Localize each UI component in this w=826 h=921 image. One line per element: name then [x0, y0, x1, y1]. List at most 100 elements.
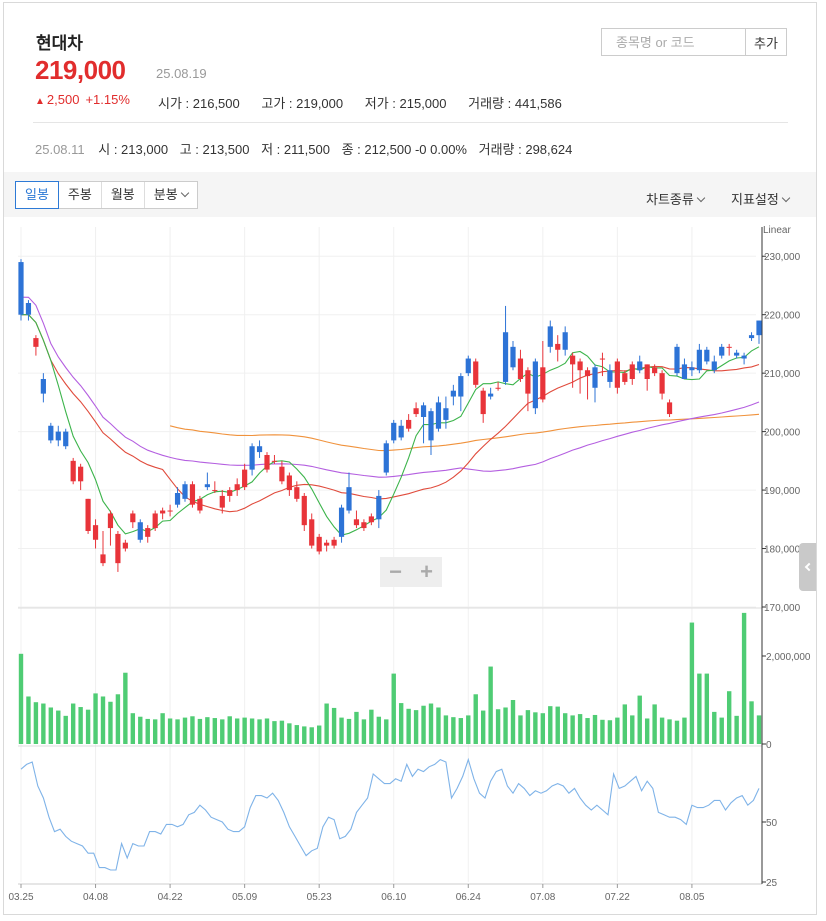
search-box: 추가 [601, 28, 787, 56]
hover-date: 25.08.11 [35, 142, 85, 157]
candle-body [696, 349, 702, 371]
candle-body [495, 387, 501, 389]
volume-bar [78, 707, 83, 744]
volume-bar [510, 700, 516, 744]
candle-body [40, 379, 46, 394]
volume-bar [324, 703, 329, 744]
ma20-line [21, 314, 760, 513]
side-panel-toggle[interactable] [799, 543, 816, 591]
quote-stats: 시가 : 216,500 고가 : 219,000 저가 : 215,000 거… [158, 93, 580, 112]
candle-body [525, 370, 531, 394]
candle-body [331, 539, 337, 546]
indicator-dropdown[interactable]: 지표설정 [731, 189, 791, 208]
candle-body [689, 367, 695, 371]
tab-monthly[interactable]: 월봉 [102, 182, 145, 208]
x-tick-label: 07.08 [530, 892, 555, 903]
trade-volume: 거래량 : 441,586 [468, 96, 562, 111]
search-input[interactable] [602, 29, 746, 55]
volume-bar [585, 718, 590, 744]
volume-bar [302, 726, 307, 744]
volume-bar [525, 710, 531, 744]
candle-body [249, 446, 255, 470]
hover-low: 저 : 211,500 [261, 142, 330, 157]
chart-type-label: 차트종류 [646, 192, 694, 207]
candle-body [473, 361, 479, 385]
volume-bar [257, 719, 262, 744]
candle-body [570, 355, 576, 365]
stock-chart[interactable]: Linear 230,000 220,000 210,000 200,000 190,00… [4, 217, 816, 913]
y-tick-label: 230,000 [764, 252, 801, 263]
x-tick-label: 04.22 [158, 892, 183, 903]
volume-bar [354, 711, 359, 744]
volume-bar [331, 707, 337, 744]
volume-bar [518, 715, 523, 744]
tab-weekly[interactable]: 주봉 [59, 182, 102, 208]
chart-panel: 현대차 219,000 25.08.19 ▲ 2,500 +1.15% 시가 : 2… [3, 2, 817, 915]
candle-body [174, 493, 181, 505]
volume-bar [466, 715, 471, 744]
volume-bar [100, 696, 106, 744]
candle-body [614, 361, 620, 388]
candle-body [212, 490, 218, 492]
candle-body [547, 326, 553, 347]
volume-bar [160, 713, 165, 744]
volume-bar [533, 712, 538, 744]
ma120-line [169, 413, 760, 452]
candle-body [711, 361, 717, 371]
candle-body [234, 484, 240, 491]
candle-body [122, 542, 128, 549]
hover-info: 25.08.11 시 : 213,000 고 : 213,500 저 : 211… [35, 139, 580, 158]
volume-bar [436, 707, 441, 744]
candle-body [659, 373, 665, 394]
zoom-out-button[interactable]: − [389, 559, 402, 584]
candle-body [256, 446, 263, 453]
candle-body [279, 466, 285, 482]
zoom-in-button[interactable]: + [420, 559, 433, 584]
rsi-tick-label: 50 [766, 818, 778, 829]
tab-daily[interactable]: 일봉 [15, 181, 59, 209]
open-price: 시가 : 216,500 [158, 96, 240, 111]
volume-bar [212, 718, 218, 744]
volume-bar [264, 718, 270, 744]
y-tick-label: 180,000 [764, 545, 801, 556]
volume-bar [175, 719, 180, 744]
volume-bar [48, 707, 54, 744]
candle-body [652, 367, 658, 374]
candle-body [681, 364, 688, 379]
volume-bar [540, 713, 546, 744]
volume-bar [167, 718, 173, 744]
candle-body [734, 352, 740, 356]
candle-body [324, 542, 330, 546]
candle-body [480, 390, 486, 415]
volume-bar [93, 693, 98, 744]
candle-body [532, 361, 538, 409]
volume-bar [652, 704, 657, 744]
x-tick-label: 07.22 [605, 892, 630, 903]
x-tick-label: 06.10 [381, 892, 406, 903]
ma5-line [21, 314, 760, 536]
tab-minute[interactable]: 분봉 [145, 182, 197, 208]
divider [33, 122, 788, 123]
candle-body [115, 533, 121, 564]
high-price: 고가 : 219,000 [261, 96, 344, 111]
chevron-down-icon [180, 188, 189, 198]
current-price: 219,000 [35, 55, 126, 85]
tab-minute-label: 분봉 [153, 187, 178, 202]
volume-bar [600, 719, 605, 744]
candle-body [450, 390, 456, 397]
volume-bar [615, 717, 620, 744]
volume-bar [115, 694, 121, 744]
add-button[interactable]: 추가 [746, 29, 786, 55]
chart-type-dropdown[interactable]: 차트종류 [646, 189, 706, 208]
candle-body [666, 402, 673, 415]
volume-bar [41, 703, 46, 744]
volume-bar [413, 710, 419, 744]
volume-bar [376, 716, 382, 744]
volume-bar [63, 715, 68, 744]
volume-bar [421, 705, 426, 744]
volume-bar [749, 701, 754, 744]
chevron-down-icon [781, 193, 791, 203]
indicator-label: 지표설정 [731, 192, 779, 207]
candle-body [92, 525, 99, 540]
volume-bar [70, 703, 76, 744]
